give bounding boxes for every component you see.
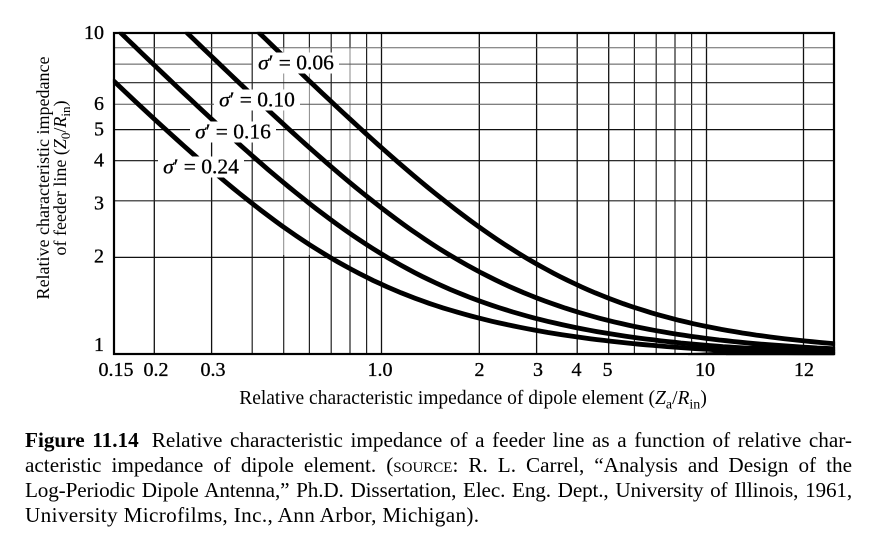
svg-text:0.2: 0.2	[144, 359, 169, 381]
svg-text:12: 12	[794, 359, 814, 381]
svg-text:0.15: 0.15	[99, 359, 134, 381]
svg-text:3: 3	[94, 193, 104, 215]
svg-text:1.0: 1.0	[368, 359, 393, 381]
svg-text:4: 4	[94, 150, 104, 172]
svg-text:3: 3	[533, 359, 543, 381]
svg-text:Relative characteristic impeda: Relative characteristic impedance	[33, 57, 53, 300]
svg-text:σ′ = 0.16: σ′ = 0.16	[195, 120, 271, 144]
svg-text:of feeder line (Z0/Rin): of feeder line (Z0/Rin)	[50, 100, 73, 255]
svg-text:0.3: 0.3	[201, 359, 226, 381]
svg-text:σ′ = 0.10: σ′ = 0.10	[219, 88, 295, 112]
svg-text:2: 2	[94, 246, 104, 268]
svg-text:2: 2	[475, 359, 485, 381]
svg-text:6: 6	[94, 93, 104, 115]
svg-text:1: 1	[94, 334, 104, 356]
svg-text:5: 5	[603, 359, 613, 381]
svg-text:10: 10	[84, 22, 104, 44]
svg-text:Relative characteristic impeda: Relative characteristic impedance of dip…	[239, 388, 707, 413]
svg-text:4: 4	[572, 359, 582, 381]
svg-text:σ′ = 0.06: σ′ = 0.06	[258, 51, 334, 75]
svg-text:10: 10	[695, 359, 715, 381]
svg-text:5: 5	[94, 119, 104, 141]
svg-text:σ′ = 0.24: σ′ = 0.24	[163, 155, 239, 179]
